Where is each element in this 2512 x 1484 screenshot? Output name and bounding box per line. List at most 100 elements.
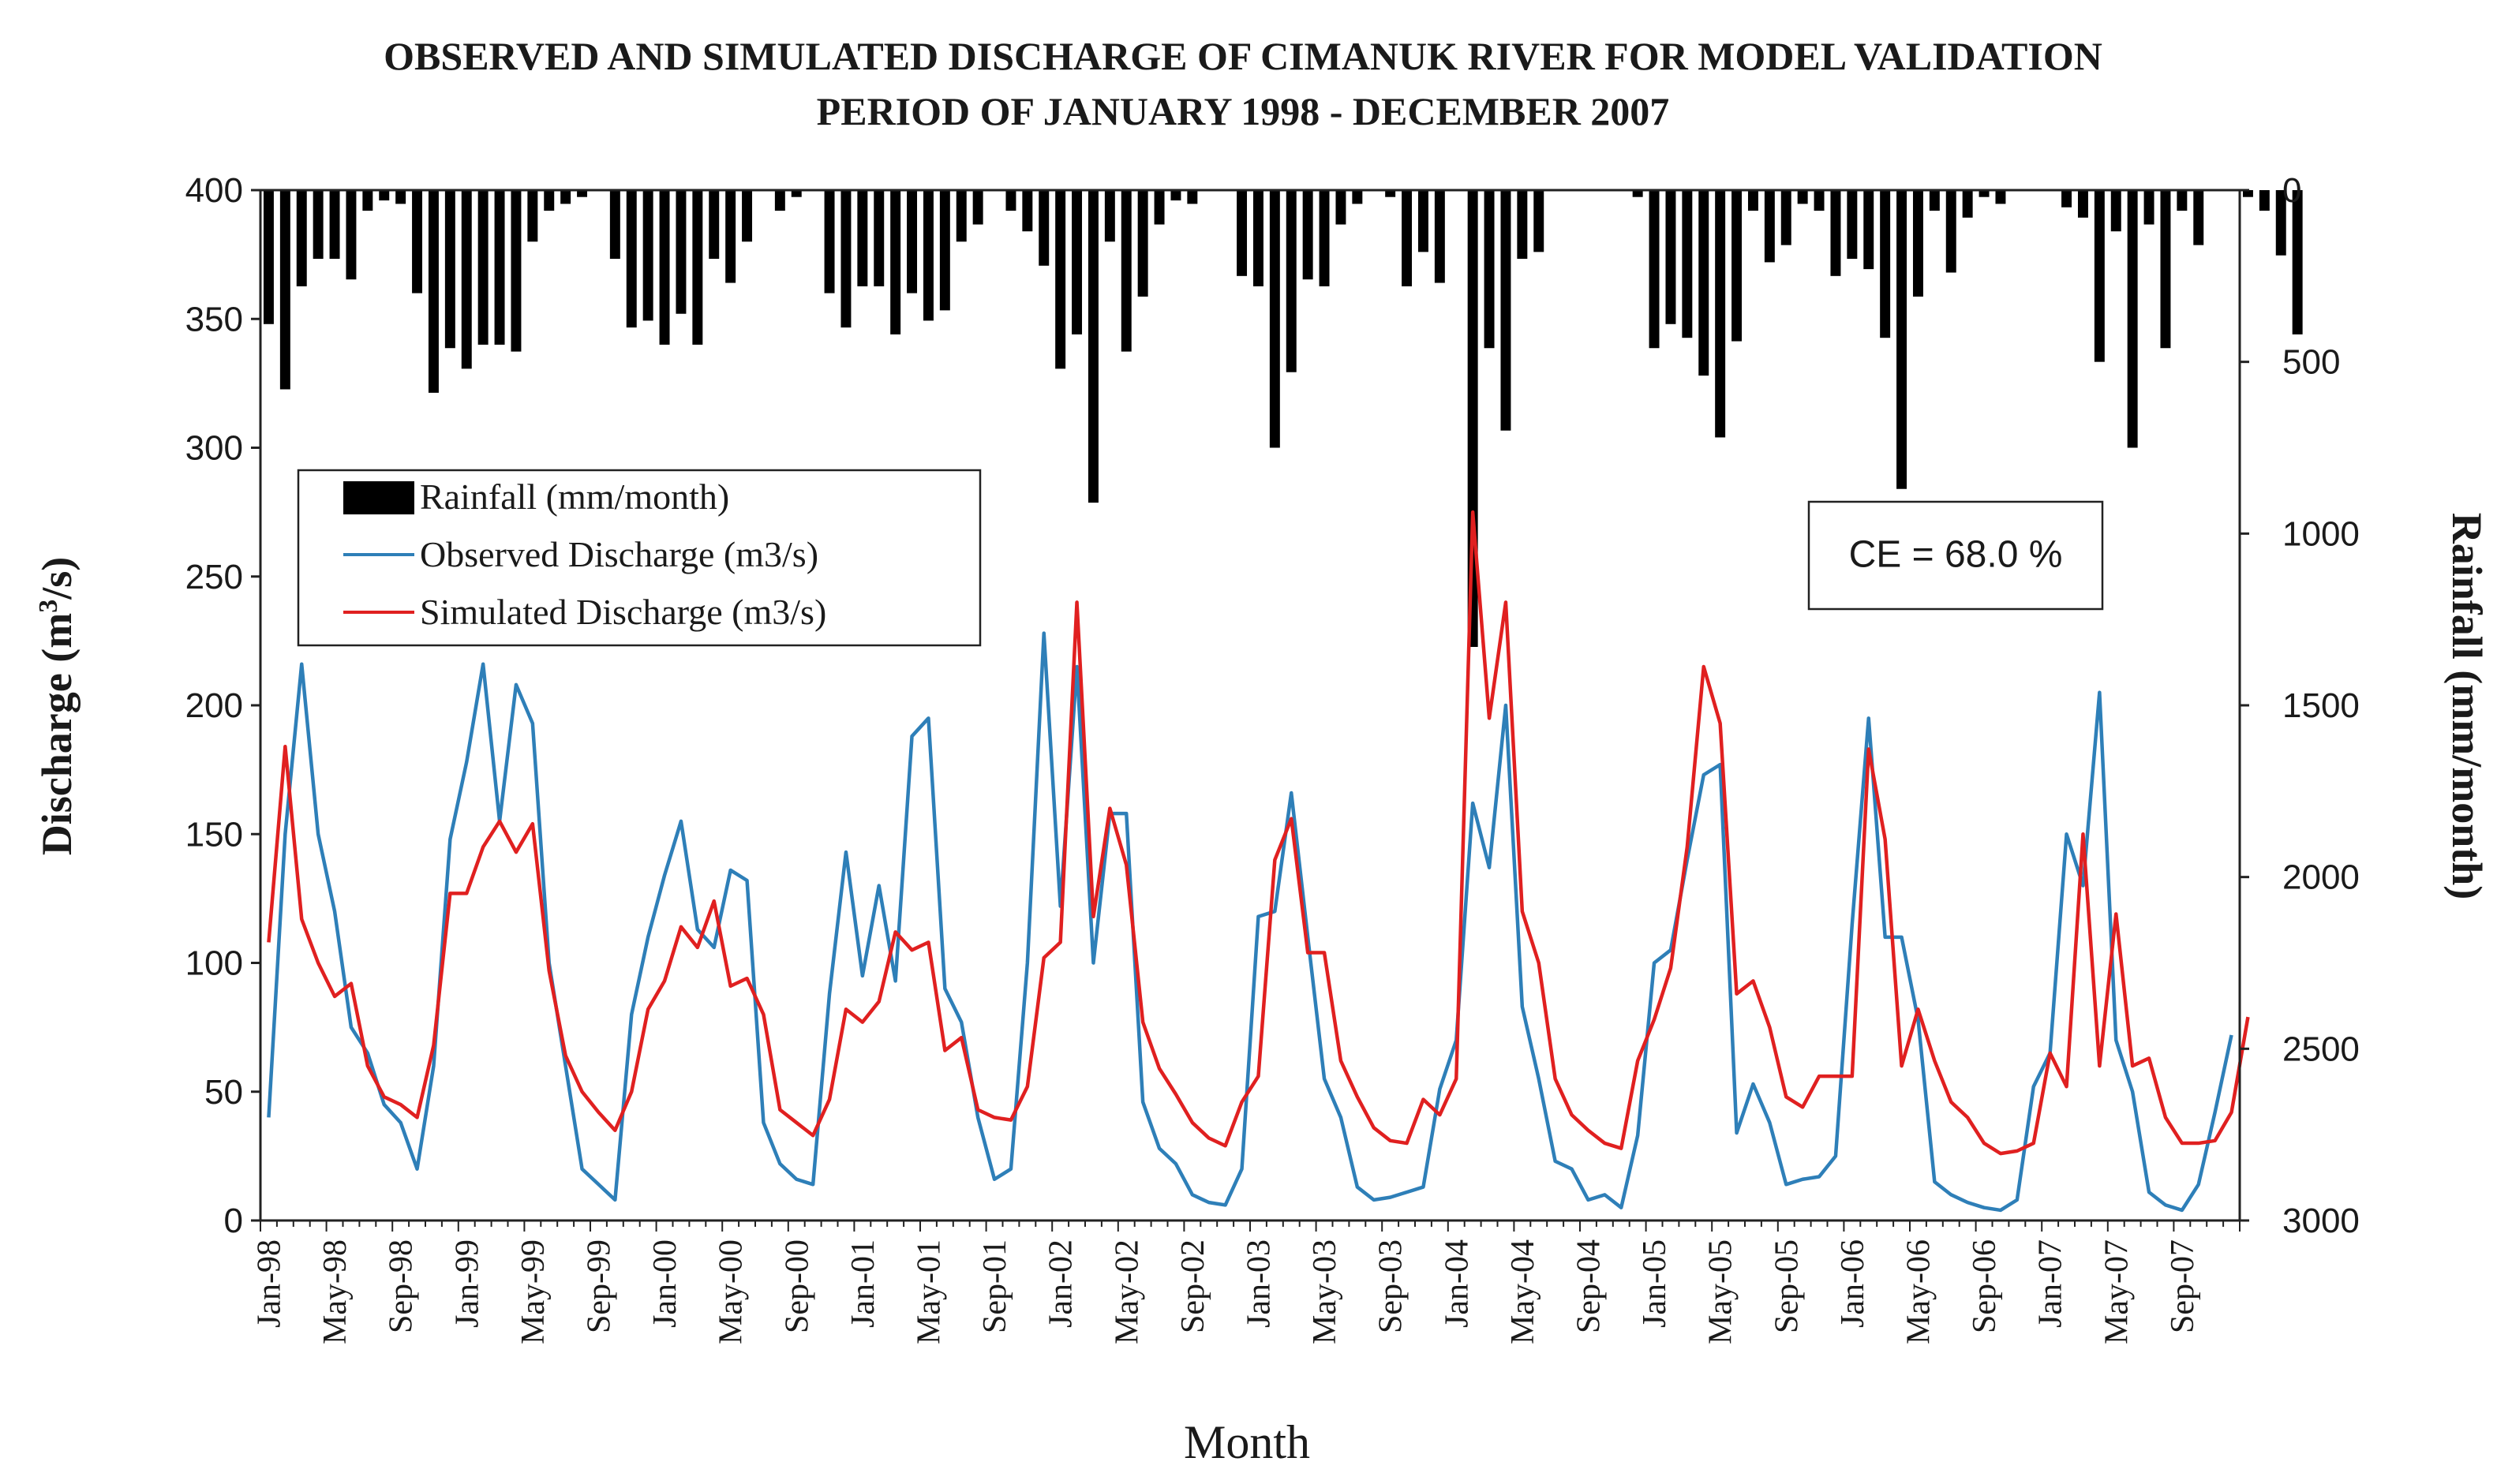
rainfall-bar — [1237, 190, 1248, 276]
rainfall-bar — [461, 190, 472, 369]
rainfall-bar — [659, 190, 670, 345]
rainfall-bar — [1814, 190, 1825, 211]
rainfall-bar — [412, 190, 423, 293]
rainfall-bar — [972, 190, 983, 225]
y-tick-label: 50 — [204, 1073, 243, 1112]
rainfall-bar — [1104, 190, 1115, 242]
rainfall-bar — [1912, 190, 1923, 297]
x-tick-label: Jan-03 — [1241, 1239, 1277, 1328]
x-tick-label: May-98 — [317, 1239, 354, 1344]
rainfall-bar — [1682, 190, 1693, 338]
rainfall-bar — [1747, 190, 1758, 211]
rainfall-bar — [2127, 190, 2138, 448]
x-tick-label: Jan-01 — [845, 1239, 882, 1328]
x-tick-label: May-06 — [1900, 1239, 1937, 1344]
rainfall-bar — [725, 190, 736, 283]
rainfall-bar — [1286, 190, 1297, 372]
rainfall-bar — [1830, 190, 1841, 276]
rainfall-bar — [1731, 190, 1743, 342]
x-tick-label: Sep-04 — [1570, 1239, 1607, 1333]
x-tick-label: Sep-06 — [1967, 1239, 2003, 1333]
x-tick-label: Jan-98 — [251, 1239, 287, 1328]
x-tick-label: Jan-00 — [647, 1239, 683, 1328]
rainfall-bar — [527, 190, 538, 242]
rainfall-bar — [1252, 190, 1263, 286]
y-tick-label: 350 — [185, 300, 243, 338]
rainfall-bar — [313, 190, 324, 260]
rainfall-bar — [1764, 190, 1775, 263]
legend-observed-label: Observed Discharge (m3/s) — [420, 534, 818, 574]
rainfall-bar — [923, 190, 934, 321]
y2-axis-title: Rainfall (mm/month) — [2443, 513, 2491, 899]
rainfall-bar — [1022, 190, 1033, 232]
rainfall-bar — [609, 190, 620, 260]
rainfall-bar — [1649, 190, 1660, 349]
rainfall-bar — [444, 190, 455, 349]
rainfall-bar — [1170, 190, 1181, 201]
ce-value: CE = 68.0 % — [1849, 534, 2063, 576]
rainfall-bar — [1039, 190, 1050, 266]
rainfall-bar — [2275, 190, 2286, 256]
rainfall-bar — [560, 190, 571, 204]
rainfall-bar — [857, 190, 868, 286]
x-tick-label: Sep-00 — [779, 1239, 815, 1333]
y2-tick-label: 500 — [2282, 343, 2340, 382]
rainfall-bar — [511, 190, 522, 352]
y-tick-label: 0 — [224, 1202, 243, 1240]
y2-ticks: 0 500 1000 1500 2000 2500 3000 — [2240, 171, 2360, 1240]
rainfall-bar — [2177, 190, 2188, 211]
rainfall-bar — [1500, 190, 1511, 431]
rainfall-bar — [577, 190, 588, 197]
rainfall-bar — [1137, 190, 1148, 297]
rainfall-bar — [1929, 190, 1940, 211]
rainfall-bar — [1484, 190, 1495, 349]
chart-title-line1: OBSERVED AND SIMULATED DISCHARGE OF CIMA… — [384, 34, 2102, 78]
rainfall-bar — [1417, 190, 1428, 252]
x-tick-label: Jan-06 — [1835, 1239, 1871, 1328]
rainfall-bar — [642, 190, 653, 321]
rainfall-bar — [742, 190, 753, 242]
y2-tick-label: 1000 — [2282, 514, 2360, 553]
rainfall-bar — [1896, 190, 1907, 489]
y-tick-label: 150 — [185, 815, 243, 854]
rainfall-bar — [1533, 190, 1544, 252]
ce-box — [1807, 500, 2104, 611]
x-tick-label: Jan-05 — [1637, 1239, 1673, 1328]
simulated-discharge-line — [267, 510, 2250, 1156]
simulated-series — [267, 510, 2250, 1156]
x-tick-label: Jan-04 — [1439, 1239, 1475, 1328]
rainfall-bar — [395, 190, 406, 204]
x-ticks: Jan-98 May-98 Sep-98 Jan-99 May-99 Sep-99 Jan-… — [251, 1220, 2241, 1344]
rainfall-bar — [1715, 190, 1726, 438]
legend-rainfall-label: Rainfall (mm/month) — [420, 477, 729, 517]
rainfall-bar — [263, 190, 274, 324]
x-tick-label: Sep-99 — [581, 1239, 617, 1333]
x-axis-title: Month — [1184, 1416, 1310, 1468]
rainfall-bar — [477, 190, 489, 345]
rainfall-bar — [428, 190, 439, 393]
rainfall-bar — [890, 190, 901, 335]
x-tick-label: Sep-05 — [1769, 1239, 1805, 1333]
rainfall-bar — [1154, 190, 1165, 225]
rainfall-bar — [544, 190, 555, 211]
rainfall-bar — [1517, 190, 1528, 260]
rainfall-bar — [1847, 190, 1858, 260]
rainfall-bar — [362, 190, 373, 211]
rainfall-bar — [1995, 190, 2006, 204]
rainfall-bar — [1302, 190, 1313, 280]
x-tick-label: Sep-07 — [2165, 1239, 2201, 1333]
x-tick-label: Sep-03 — [1373, 1239, 1409, 1333]
observed-series — [267, 631, 2233, 1213]
rainfall-bar — [296, 190, 307, 286]
rainfall-bar — [1962, 190, 1973, 218]
rainfall-bar — [1434, 190, 1445, 283]
rainfall-bar — [2193, 190, 2204, 245]
rainfall-bar — [1880, 190, 1891, 338]
y2-tick-label: 2500 — [2282, 1030, 2360, 1068]
rainfall-bar — [1005, 190, 1016, 211]
y2-tick-label: 2000 — [2282, 858, 2360, 897]
rainfall-bar — [2061, 190, 2072, 207]
x-tick-label: May-02 — [1109, 1239, 1145, 1344]
y2-tick-label: 0 — [2282, 171, 2301, 210]
y-tick-label: 400 — [185, 171, 243, 210]
